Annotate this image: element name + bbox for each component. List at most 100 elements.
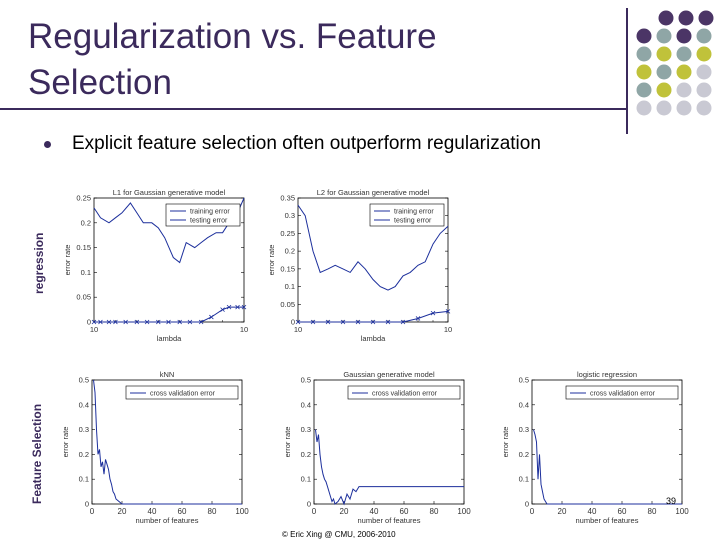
y-tick-label: 0.3 [301, 425, 311, 434]
y-axis-label: error rate [63, 245, 72, 276]
data-point [235, 304, 240, 310]
data-point [98, 319, 103, 325]
slide-title-line-2: Selection [28, 63, 172, 102]
data-point [187, 319, 193, 325]
data-point [355, 319, 361, 325]
data-point [156, 319, 161, 325]
plot-frame [531, 379, 683, 505]
y-tick-label: 0.3 [519, 425, 529, 434]
chart-title: Gaussian generative model [343, 370, 435, 379]
data-point [166, 319, 171, 325]
y-tick-label: 0.25 [280, 229, 295, 238]
data-point [144, 319, 150, 325]
side-label-feature-selection: Feature Selection [30, 403, 44, 504]
decorative-dot-icon [656, 46, 672, 62]
y-tick-label: 0.1 [79, 475, 89, 484]
footer-copyright: © Eric Xing @ CMU, 2006-2010 [282, 530, 396, 539]
data-point [445, 309, 451, 314]
x-tick-label: 0 [312, 507, 317, 516]
x-tick-label: 80 [648, 507, 657, 516]
chart-l1-svg: L1 for Gaussian generative model 0 0.05 0.1… [63, 188, 248, 343]
x-tick-label: 10 [240, 325, 248, 334]
title-divider [0, 108, 628, 110]
y-tick-label: 0.05 [280, 300, 295, 309]
decorative-dot-icon [676, 100, 692, 116]
y-tick-label: 0.1 [519, 475, 529, 484]
decorative-dot-icon [636, 100, 652, 116]
x-axis-label: number of features [358, 516, 421, 525]
legend-label: cross validation error [150, 391, 216, 398]
decorative-dot-icon [676, 82, 692, 98]
y-tick-label: 0.15 [76, 243, 91, 252]
plot-frame [91, 379, 243, 505]
decorative-dot-icon [656, 28, 672, 44]
legend-box [347, 385, 461, 400]
x-axis-label: number of features [136, 516, 199, 525]
side-label-regression: regression [32, 232, 46, 294]
chart-title: logistic regression [577, 370, 637, 379]
x-axis-label: lambda [157, 334, 182, 343]
series-line-0 [93, 379, 242, 505]
legend-label: testing error [190, 218, 228, 225]
x-tick-label: 0 [530, 507, 535, 516]
x-tick-label: 10 [90, 325, 98, 334]
chart-gaussian-svg: Gaussian generative model 0 0.1 0.2 0.3 0.4 0.… [283, 370, 471, 525]
data-point [198, 319, 204, 325]
decorative-dot-icon [696, 64, 712, 80]
y-axis-label: error rate [501, 427, 510, 458]
x-tick-label: 40 [148, 507, 157, 516]
chart-title: L1 for Gaussian generative model [113, 188, 226, 197]
decorative-dot-icon [696, 28, 712, 44]
y-tick-label: 0 [307, 500, 311, 509]
y-tick-label: 0 [87, 318, 91, 327]
series-line-1 [297, 204, 449, 291]
data-point [209, 314, 214, 320]
x-tick-label: 10 [294, 325, 302, 334]
data-point [340, 319, 346, 325]
x-tick-label: 10 [444, 325, 452, 334]
y-tick-label: 0.2 [519, 450, 529, 459]
series-line-0 [533, 429, 682, 505]
x-axis-label: number of features [576, 516, 639, 525]
decorative-dot-icon [636, 46, 652, 62]
legend-label: training error [394, 209, 434, 216]
data-point [430, 310, 436, 316]
plot-frame [313, 379, 465, 505]
y-tick-label: 0.1 [285, 282, 295, 291]
legend-box [565, 385, 679, 400]
y-tick-label: 0.2 [81, 218, 91, 227]
slide-number: 39 [666, 496, 677, 506]
legend-label: training error [190, 209, 230, 216]
data-point [310, 319, 316, 325]
y-tick-label: 0.5 [519, 376, 529, 385]
data-point [370, 319, 376, 325]
x-tick-label: 0 [90, 507, 95, 516]
y-tick-label: 0 [85, 500, 89, 509]
decorative-dot-icon [676, 46, 692, 62]
data-point [123, 319, 128, 325]
decorative-dot-icon [656, 64, 672, 80]
data-point [220, 307, 225, 312]
x-axis-label: lambda [361, 334, 386, 343]
decorative-dot-icon [636, 64, 652, 80]
data-point [134, 319, 140, 325]
decorative-dot-icon [678, 10, 694, 26]
vertical-divider [626, 8, 628, 134]
x-tick-label: 100 [235, 507, 249, 516]
decorative-dot-icon [658, 10, 674, 26]
chart-logistic: logistic regression 0 0.1 0.2 0.3 0.4 0.5 0 20 40… [496, 368, 696, 528]
chart-l1: L1 for Gaussian generative model 0 0.05 0.1… [58, 186, 258, 346]
bullet-text: Explicit feature selection often outperf… [72, 133, 541, 154]
data-point [325, 319, 331, 325]
data-point [400, 319, 406, 325]
chart-logistic-svg: logistic regression 0 0.1 0.2 0.3 0.4 0.5 0 20 40… [501, 370, 689, 525]
data-point [295, 319, 301, 325]
data-point [177, 319, 182, 325]
x-tick-label: 80 [430, 507, 439, 516]
y-tick-label: 0.5 [79, 376, 89, 385]
x-tick-label: 40 [588, 507, 597, 516]
bullet-icon [44, 141, 51, 148]
data-point [91, 319, 97, 325]
decorative-dot-icon [676, 28, 692, 44]
decorative-dot-icon [696, 82, 712, 98]
